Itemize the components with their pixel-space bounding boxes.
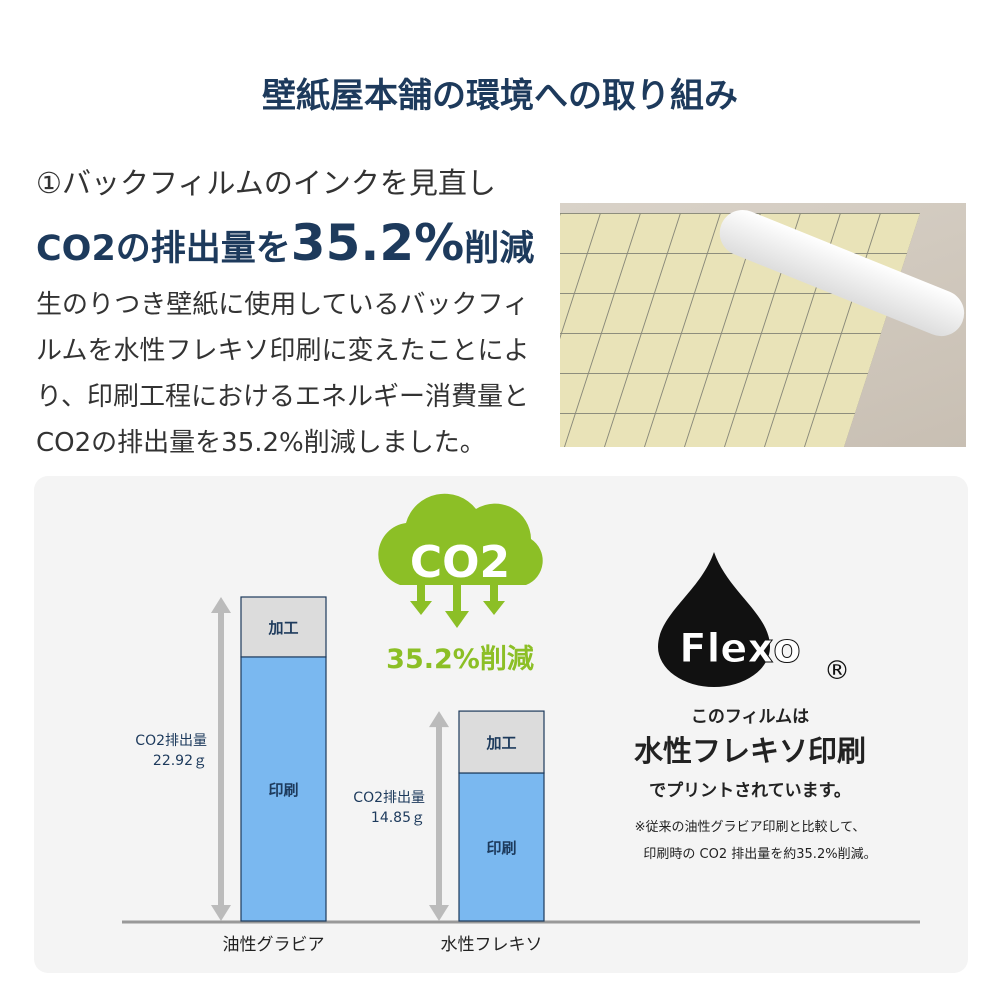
product-photo — [560, 203, 966, 447]
body-text: 生のりつき壁紙に使用しているバックフィルムを水性フレキソ印刷に変えたことにより、… — [36, 290, 530, 458]
co2-cloud-icon: CO2 — [378, 493, 543, 628]
headline-post: 削減 — [464, 229, 535, 269]
bar-segment-printing — [458, 772, 545, 922]
flexo-note2: 印刷時の CO2 排出量を約35.2%削減。 — [643, 847, 877, 862]
flexo-line1: このフィルムは — [690, 707, 810, 727]
flexo-note1: ※従来の油性グラビア印刷と比較して、 — [634, 820, 866, 835]
category-label: 水性フレキソ — [441, 935, 543, 955]
headline-pre: CO2の排出量を — [36, 229, 291, 269]
total-value: 22.92ｇ — [153, 753, 207, 769]
arrow-up-icon — [211, 597, 231, 613]
flexo-line2: 水性フレキソ印刷 — [633, 734, 866, 768]
flexo-logo: Flexo ® — [600, 552, 900, 687]
page-title: 壁紙屋本舗の環境への取り組み — [262, 76, 738, 116]
arrow-up-icon — [429, 711, 449, 728]
bar-segment-processing — [240, 596, 327, 658]
flexo-logo-text: Flexo — [679, 626, 800, 672]
registered-mark: ® — [824, 656, 850, 686]
section-headline: CO2の排出量を35.2%削減 — [36, 214, 534, 272]
flexo-line3: でプリントされています。 — [649, 781, 851, 801]
arrow-down-icon — [429, 905, 449, 921]
total-label: CO2排出量 — [353, 790, 425, 806]
arrow-down-icon — [211, 905, 231, 921]
segment-label: 印刷 — [268, 781, 298, 799]
bar-segment-processing — [458, 710, 545, 774]
section-heading: ①バックフィルムのインクを見直し — [36, 166, 496, 200]
segment-label: 印刷 — [486, 839, 516, 857]
total-value: 14.85ｇ — [371, 810, 425, 826]
bar-segment-printing — [240, 656, 327, 922]
down-arrows-icon — [410, 585, 505, 628]
category-label: 油性グラビア — [223, 935, 325, 955]
total-label: CO2排出量 — [135, 733, 207, 749]
reduction-label: 35.2%削減 — [386, 644, 534, 675]
segment-label: 加工 — [485, 734, 516, 752]
ink-drop-icon — [658, 552, 770, 687]
co2-text: CO2 — [410, 537, 510, 588]
segment-label: 加工 — [267, 619, 298, 637]
headline-percent: 35.2% — [290, 214, 465, 272]
